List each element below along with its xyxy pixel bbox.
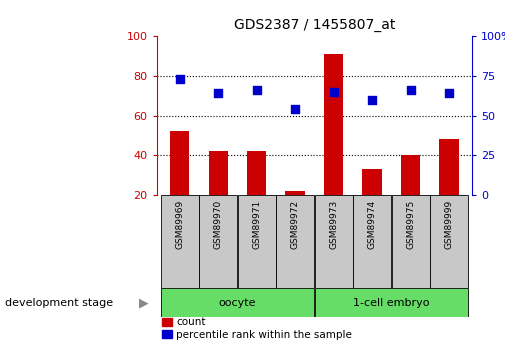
Point	[176, 76, 184, 82]
FancyBboxPatch shape	[276, 195, 314, 288]
Point	[407, 87, 415, 93]
Bar	[285, 191, 305, 195]
FancyBboxPatch shape	[161, 288, 314, 317]
Text: GSM89971: GSM89971	[252, 199, 261, 249]
Title: GDS2387 / 1455807_at: GDS2387 / 1455807_at	[234, 18, 395, 32]
Point	[252, 87, 261, 93]
Text: GSM89975: GSM89975	[406, 199, 415, 249]
Text: development stage: development stage	[5, 298, 113, 308]
Bar	[209, 151, 228, 195]
Text: ▶: ▶	[139, 296, 149, 309]
Bar	[401, 155, 420, 195]
Bar	[439, 139, 459, 195]
FancyBboxPatch shape	[391, 195, 430, 288]
Text: GSM89970: GSM89970	[214, 199, 223, 249]
Point	[368, 97, 376, 102]
Bar	[247, 151, 266, 195]
Text: GSM89969: GSM89969	[175, 199, 184, 249]
Bar	[324, 54, 343, 195]
FancyBboxPatch shape	[199, 195, 237, 288]
Point	[214, 91, 222, 96]
Text: GSM89999: GSM89999	[444, 199, 453, 249]
Text: 1-cell embryo: 1-cell embryo	[353, 298, 430, 308]
Text: oocyte: oocyte	[219, 298, 256, 308]
Point	[291, 107, 299, 112]
FancyBboxPatch shape	[430, 195, 468, 288]
FancyBboxPatch shape	[161, 195, 198, 288]
Text: GSM89974: GSM89974	[368, 199, 377, 249]
Bar	[363, 169, 382, 195]
FancyBboxPatch shape	[353, 195, 391, 288]
FancyBboxPatch shape	[315, 195, 352, 288]
Point	[445, 91, 453, 96]
Bar	[170, 131, 189, 195]
Legend: count, percentile rank within the sample: count, percentile rank within the sample	[162, 317, 352, 340]
FancyBboxPatch shape	[237, 195, 276, 288]
Text: GSM89973: GSM89973	[329, 199, 338, 249]
FancyBboxPatch shape	[315, 288, 468, 317]
Point	[330, 89, 338, 95]
Text: GSM89972: GSM89972	[290, 199, 299, 249]
